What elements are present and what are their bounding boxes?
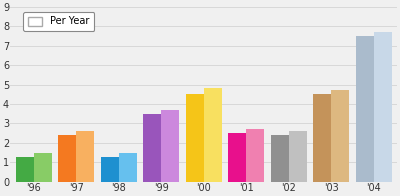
- Bar: [271, 135, 289, 182]
- Bar: [144, 114, 161, 182]
- Bar: [356, 36, 374, 182]
- Bar: [314, 94, 331, 182]
- Bar: [34, 153, 52, 182]
- Bar: [58, 135, 76, 182]
- Bar: [204, 88, 222, 182]
- Bar: [76, 131, 94, 182]
- Bar: [186, 94, 204, 182]
- Bar: [16, 157, 34, 182]
- Bar: [246, 129, 264, 182]
- Bar: [101, 157, 119, 182]
- Legend: Per Year: Per Year: [23, 12, 94, 31]
- Bar: [374, 32, 392, 182]
- Bar: [228, 133, 246, 182]
- Bar: [289, 131, 307, 182]
- Bar: [161, 110, 179, 182]
- Bar: [119, 153, 137, 182]
- Bar: [331, 90, 349, 182]
